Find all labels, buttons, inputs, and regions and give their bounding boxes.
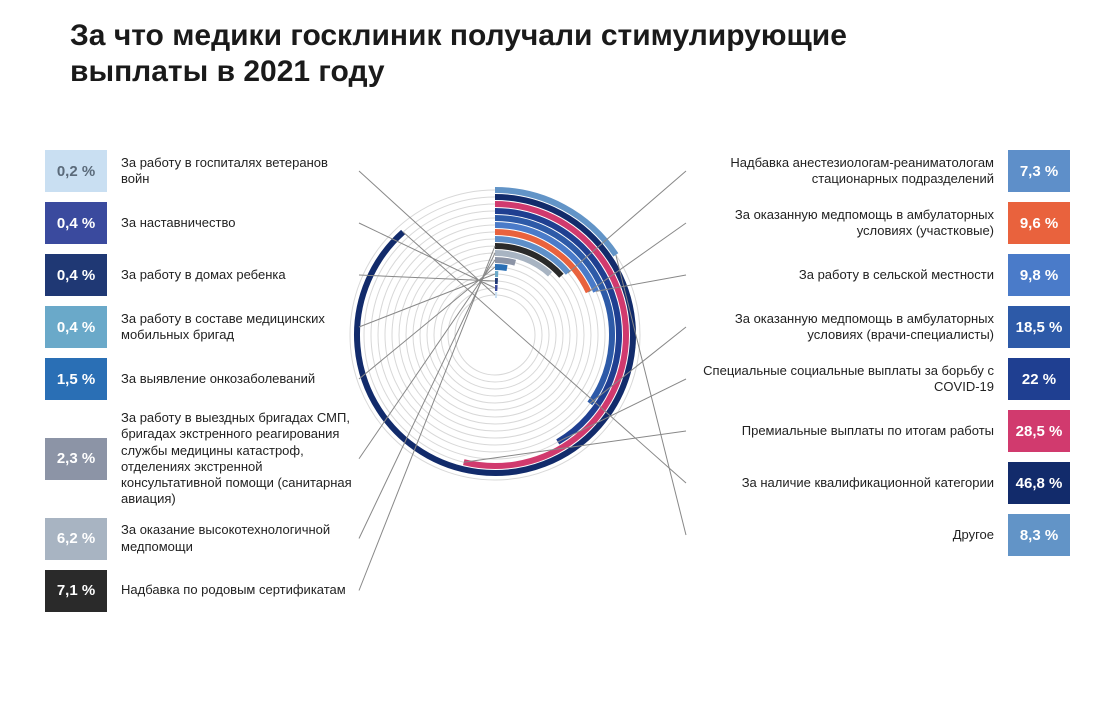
- legend-label: Надбавка по родовым сертификатам: [121, 582, 346, 598]
- page-title: За что медики госклиник получали стимули…: [70, 18, 970, 90]
- legend-label: Другое: [953, 527, 994, 543]
- pct-box: 7,1 %: [45, 570, 107, 612]
- legend-item: 0,4 % За наставничество: [45, 202, 355, 244]
- legend-item: 0,4 % За работу в составе медицинских моб…: [45, 306, 355, 348]
- legend-item: 0,2 % За работу в госпиталях ветеранов во…: [45, 150, 355, 192]
- pct-box: 8,3 %: [1008, 514, 1070, 556]
- legend-label: Надбавка анестезиологам-реаниматологам с…: [690, 155, 994, 188]
- legend-label: За работу в сельской местности: [799, 267, 994, 283]
- legend-item: Надбавка анестезиологам-реаниматологам с…: [690, 150, 1070, 192]
- legend-item: Премиальные выплаты по итогам работы 28,5…: [690, 410, 1070, 452]
- legend-label: За работу в госпиталях ветеранов войн: [121, 155, 355, 188]
- legend-item: За оказанную медпомощь в амбулаторных ус…: [690, 202, 1070, 244]
- legend-item: 2,3 % За работу в выездных бригадах СМП, …: [45, 410, 355, 508]
- pct-box: 22 %: [1008, 358, 1070, 400]
- legend-label: Премиальные выплаты по итогам работы: [742, 423, 994, 439]
- legend-label: За работу в составе медицинских мобильны…: [121, 311, 355, 344]
- legend-item: Другое 8,3 %: [690, 514, 1070, 556]
- pct-box: 0,4 %: [45, 202, 107, 244]
- pct-box: 0,4 %: [45, 254, 107, 296]
- legend-label: Специальные социальные выплаты за борьбу…: [690, 363, 994, 396]
- pct-box: 9,8 %: [1008, 254, 1070, 296]
- pct-box: 9,6 %: [1008, 202, 1070, 244]
- ring-arc: [495, 260, 515, 263]
- pct-box: 28,5 %: [1008, 410, 1070, 452]
- pct-box: 1,5 %: [45, 358, 107, 400]
- legend-item: Специальные социальные выплаты за борьбу…: [690, 358, 1070, 400]
- legend-label: За выявление онкозаболеваний: [121, 371, 315, 387]
- radial-chart: [340, 180, 650, 490]
- pct-box: 6,2 %: [45, 518, 107, 560]
- legend-item: За работу в сельской местности 9,8 %: [690, 254, 1070, 296]
- legend-label: За оказанную медпомощь в амбулаторных ус…: [690, 311, 994, 344]
- legend-item: 1,5 % За выявление онкозаболеваний: [45, 358, 355, 400]
- legend-item: 6,2 % За оказание высокотехнологичной мед…: [45, 518, 355, 560]
- legend-item: 0,4 % За работу в домах ребенка: [45, 254, 355, 296]
- legend-label: За работу в выездных бригадах СМП, брига…: [121, 410, 355, 508]
- legend-item: За оказанную медпомощь в амбулаторных ус…: [690, 306, 1070, 348]
- pct-box: 0,4 %: [45, 306, 107, 348]
- legend-right: Надбавка анестезиологам-реаниматологам с…: [690, 150, 1070, 556]
- legend-label: За работу в домах ребенка: [121, 267, 286, 283]
- legend-left: 0,2 % За работу в госпиталях ветеранов во…: [45, 150, 355, 612]
- pct-box: 46,8 %: [1008, 462, 1070, 504]
- legend-label: За оказание высокотехнологичной медпомощ…: [121, 522, 355, 555]
- legend-item: 7,1 % Надбавка по родовым сертификатам: [45, 570, 355, 612]
- ring-arc: [495, 267, 507, 268]
- legend-label: За оказанную медпомощь в амбулаторных ус…: [690, 207, 994, 240]
- legend-item: За наличие квалификационной категории 46,…: [690, 462, 1070, 504]
- pct-box: 7,3 %: [1008, 150, 1070, 192]
- pct-box: 2,3 %: [45, 438, 107, 480]
- legend-label: За наличие квалификационной категории: [742, 475, 994, 491]
- pct-box: 18,5 %: [1008, 306, 1070, 348]
- pct-box: 0,2 %: [45, 150, 107, 192]
- legend-label: За наставничество: [121, 215, 235, 231]
